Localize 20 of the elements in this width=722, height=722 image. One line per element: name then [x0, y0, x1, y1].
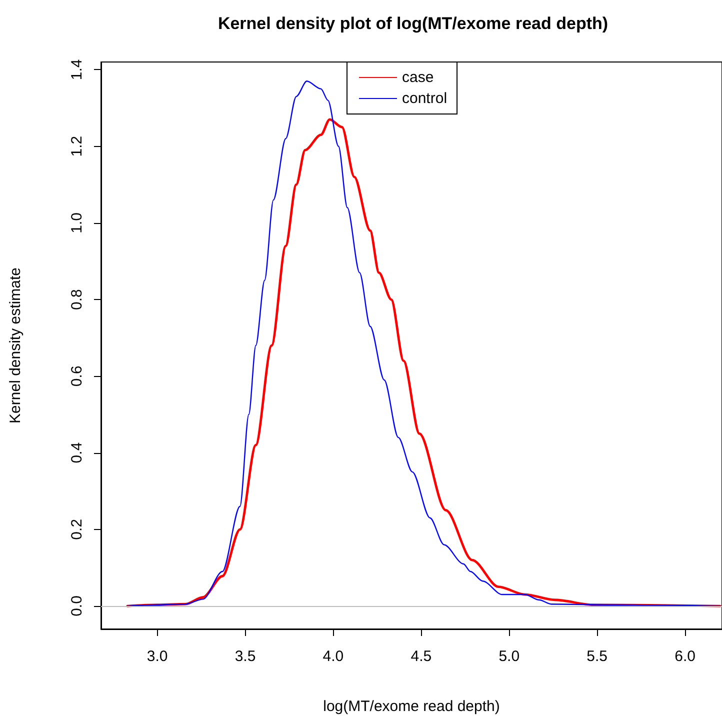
legend-label: case	[402, 69, 434, 86]
x-axis-title: log(MT/exome read depth)	[323, 698, 500, 715]
x-tick-label: 3.5	[234, 648, 256, 665]
y-tick-label: 0.6	[68, 366, 86, 387]
x-tick-label: 6.0	[674, 648, 696, 665]
y-tick-label: 1.2	[68, 136, 86, 157]
x-tick-label: 4.0	[322, 648, 344, 665]
y-tick-label: 1.4	[68, 59, 86, 80]
chart-title: Kernel density plot of log(MT/exome read depth)	[218, 14, 608, 33]
x-tick-label: 4.5	[410, 648, 432, 665]
y-tick-label: 0.0	[68, 596, 86, 616]
y-tick-label: 0.2	[68, 518, 86, 540]
y-axis-title: Kernel density estimate	[7, 268, 24, 424]
x-tick-label: 5.5	[586, 648, 608, 665]
x-tick-label: 5.0	[498, 648, 520, 665]
x-tick-label: 3.0	[146, 648, 168, 665]
y-tick-label: 1.0	[68, 212, 86, 234]
y-tick-label: 0.8	[68, 289, 86, 310]
y-tick-label: 0.4	[68, 442, 86, 464]
legend-label: control	[402, 90, 448, 107]
